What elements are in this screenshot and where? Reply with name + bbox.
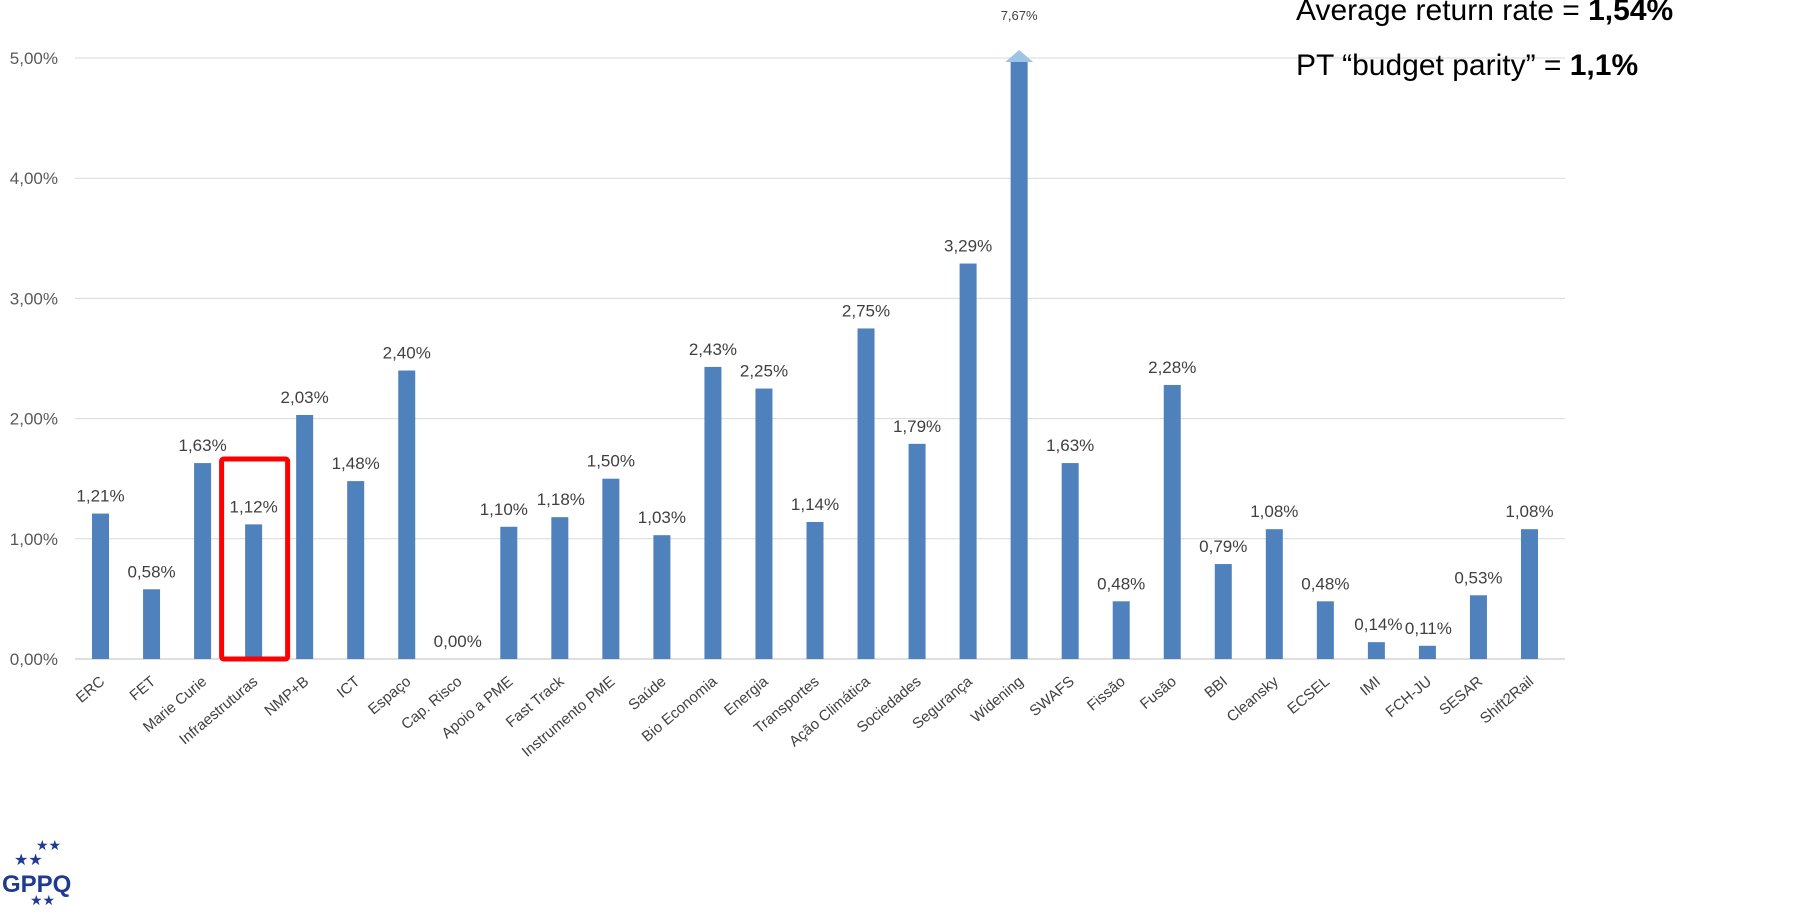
data-label: 1,18%	[537, 490, 585, 509]
category-label: Cleansky	[1224, 673, 1283, 726]
bar	[347, 481, 365, 659]
category-label: FET	[126, 673, 159, 704]
bar	[194, 463, 212, 659]
data-label: 1,03%	[638, 508, 686, 527]
logo: ★★ ★★ ★★ GPPQ	[2, 838, 71, 909]
data-label: 2,28%	[1148, 358, 1196, 377]
category-label: BBI	[1201, 673, 1230, 702]
data-label: 1,21%	[76, 487, 124, 506]
bar	[908, 443, 926, 659]
data-label: 1,63%	[178, 436, 226, 455]
category-label: ICT	[334, 673, 363, 702]
data-label: 3,29%	[944, 237, 992, 256]
category-label: ERC	[73, 673, 108, 706]
category-label: Fusão	[1137, 673, 1180, 713]
overflow-arrow-icon	[1005, 50, 1034, 62]
bar	[1469, 595, 1487, 659]
data-label: 0,14%	[1354, 615, 1402, 634]
data-label: 1,10%	[480, 500, 528, 519]
data-label: 0,48%	[1301, 574, 1349, 593]
y-tick-label: 1,00%	[10, 530, 58, 549]
data-label: 1,14%	[791, 495, 839, 514]
data-label: 1,50%	[587, 452, 635, 471]
bar	[500, 526, 518, 659]
category-label: Instrumento PME	[519, 673, 619, 761]
bar	[755, 388, 773, 659]
grid-lines	[75, 57, 1565, 660]
category-label: NMP+B	[261, 673, 312, 720]
annotations: Average return rate = 1,54% PT “budget p…	[1296, 0, 1673, 82]
bar	[1061, 463, 1079, 659]
bar	[1214, 564, 1232, 659]
bar	[1418, 645, 1436, 659]
category-label: ECSEL	[1284, 673, 1333, 718]
bar	[602, 478, 620, 659]
logo-stars-icon: ★★ ★★ ★★	[14, 838, 61, 909]
category-label: FCH-JU	[1383, 673, 1435, 721]
data-label: 1,48%	[332, 454, 380, 473]
data-label: 1,12%	[230, 497, 278, 516]
category-label: Fissão	[1084, 673, 1129, 714]
bar	[653, 535, 671, 659]
bar	[959, 263, 977, 659]
bar	[1265, 529, 1283, 659]
bar	[92, 513, 110, 659]
y-tick-label: 4,00%	[10, 169, 58, 188]
data-label: 1,08%	[1250, 502, 1298, 521]
bars	[92, 50, 1538, 662]
bar	[857, 328, 875, 659]
data-label: 0,48%	[1097, 574, 1145, 593]
bar	[1112, 601, 1130, 659]
y-axis-ticks: 0,00% 1,00% 2,00% 3,00% 4,00% 5,00%	[10, 49, 58, 669]
category-label: SWAFS	[1026, 673, 1077, 720]
y-tick-label: 3,00%	[10, 289, 58, 308]
y-tick-label: 5,00%	[10, 49, 58, 68]
bar	[1010, 58, 1028, 659]
data-label: 2,03%	[281, 388, 329, 407]
data-label: 2,25%	[740, 362, 788, 381]
data-label: 2,40%	[383, 344, 431, 363]
average-return-annotation: Average return rate = 1,54%	[1296, 0, 1673, 27]
category-label: Saúde	[625, 673, 669, 714]
bar	[1316, 601, 1334, 659]
bar	[1520, 529, 1538, 659]
bar	[1367, 642, 1385, 659]
bar	[143, 589, 161, 659]
data-label: 0,53%	[1454, 568, 1502, 587]
highlight-box	[219, 456, 291, 662]
bar	[296, 414, 314, 659]
bar	[245, 524, 263, 659]
category-label: Shift2Rail	[1477, 673, 1537, 727]
bar	[704, 366, 722, 659]
svg-text:★★: ★★	[14, 850, 43, 869]
category-label: IMI	[1357, 673, 1384, 699]
bar	[1163, 384, 1181, 659]
y-tick-label: 0,00%	[10, 650, 58, 669]
y-tick-label: 2,00%	[10, 410, 58, 429]
data-label: 0,00%	[434, 632, 482, 651]
category-label: Espaço	[365, 673, 414, 718]
bar	[551, 517, 569, 659]
data-label: 7,67%	[1001, 8, 1038, 23]
svg-text:★★: ★★	[30, 893, 55, 909]
svg-text:★★: ★★	[36, 838, 61, 854]
data-label: 0,58%	[127, 562, 175, 581]
logo-text: GPPQ	[2, 871, 71, 898]
data-label: 0,11%	[1405, 619, 1452, 638]
bar	[806, 521, 824, 659]
data-label: 1,79%	[893, 417, 941, 436]
data-label: 2,75%	[842, 301, 890, 320]
data-label: 2,43%	[689, 340, 737, 359]
bar	[398, 370, 416, 659]
data-label: 0,79%	[1199, 537, 1247, 556]
data-label: 1,63%	[1046, 436, 1094, 455]
budget-parity-annotation: PT “budget parity” = 1,1%	[1296, 49, 1638, 82]
category-label: Widening	[968, 673, 1027, 726]
data-labels: 1,21% 0,58% 1,63% 1,12% 2,03% 1,48% 2,40% 0,00%…	[76, 8, 1553, 651]
data-label: 1,08%	[1505, 502, 1553, 521]
